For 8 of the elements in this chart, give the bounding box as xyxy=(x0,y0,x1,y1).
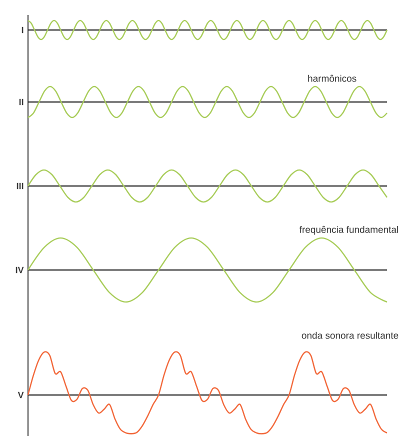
y-axis-title: III xyxy=(16,182,24,190)
y-axis-title: II xyxy=(19,98,24,106)
text: onda sonora resultante xyxy=(302,332,398,339)
text: harmônicos xyxy=(308,74,356,82)
y-axis-title: IV xyxy=(16,266,24,274)
y-axis-title: V xyxy=(18,392,24,398)
text: frequência fundamental xyxy=(299,226,398,235)
y-axis-title: I xyxy=(22,26,24,34)
